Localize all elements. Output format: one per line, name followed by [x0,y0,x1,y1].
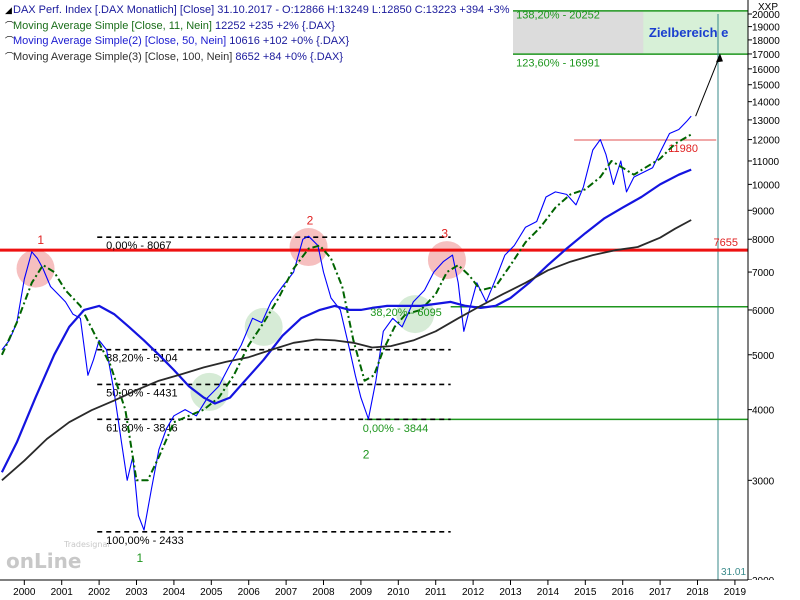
legend-label: Moving Average Simple(3) [Close, 100, Ne… [13,50,233,63]
y-tick-label: 17000 [752,50,780,61]
legend-item-price[interactable]: ◢DAX Perf. Index [.DAX Monatlich] [Close… [5,3,510,19]
x-tick-label: 2003 [125,587,148,598]
x-tick-label: 2002 [88,587,111,598]
x-tick-label: 2007 [275,587,298,598]
annotation-label: Zielbereich e [649,25,728,40]
x-tick-label: 2006 [238,587,261,598]
x-tick-label: 2014 [537,587,560,598]
target-zone-layer [511,10,748,580]
legend-label: Moving Average Simple(2) [Close, 50, Nei… [13,35,227,47]
x-tick-label: 2009 [350,587,373,598]
y-axis-unit: XXP [758,2,778,13]
logo-small-text: Tradesignal [64,540,110,549]
horizontal-levels: 7655 11980 [0,139,748,421]
legend-item-ma50[interactable]: ⌒Moving Average Simple(2) [Close, 50, Ne… [5,34,510,50]
y-tick-label: 10000 [752,180,780,191]
y-tick-label: 16000 [752,65,780,76]
target-arrow-head-icon [715,53,723,63]
x-tick-label: 2013 [499,587,522,598]
y-tick-label: 12000 [752,136,780,147]
x-tick-label: 2001 [51,587,74,598]
annotation-label: 138,20% - 20252 [516,9,600,21]
legend-values: 12252 +235 +2% {.DAX} [214,19,335,32]
series-line-ma50 [0,168,692,473]
y-tick-label: 3000 [752,476,775,487]
legend-symbol-icon: ⌒ [5,51,15,62]
x-tick-label: 2012 [462,587,485,598]
annotation-label: 2 [363,447,370,461]
legend-symbol-icon: ⌒ [5,36,15,46]
legend-symbol-icon: ◢ [5,5,12,15]
legend-symbol-icon: ⌒ [5,20,15,31]
level-label: 7655 [714,237,738,249]
x-axis-panel [0,580,800,600]
target-zone-highlight [643,10,748,55]
x-tick-label: 2011 [425,587,447,598]
y-tick-label: 18000 [752,36,780,47]
y-tick-label: 5000 [752,351,775,362]
legend-values: 31.10.2017 - O:12866 H:13249 L:12850 C:1… [217,4,510,16]
fib-label: 0,00% - 8067 [106,240,171,252]
highlight-circle [16,249,55,288]
series-line-price [1,115,692,531]
legend-label: Moving Average Simple [Close, 11, Nein] [13,19,212,32]
x-tick-label: 2010 [387,587,410,598]
annotation-label: 2 [307,213,314,227]
legend-label: DAX Perf. Index [.DAX Monatlich] [Close] [13,4,215,16]
annotation-label: 1 [137,551,144,565]
y-tick-label: 4000 [752,406,775,417]
x-tick-label: 2015 [574,587,597,598]
legend-values: 10616 +102 +0% {.DAX} [229,35,350,47]
y-tick-label: 7000 [752,268,775,279]
fib-label: 100,00% - 2433 [106,535,184,547]
y-tick-label: 8000 [752,235,775,246]
date-marker-label: 31.01 [721,567,746,578]
x-tick-label: 2005 [200,587,223,598]
target-arrow-line [695,55,721,117]
y-tick-label: 15000 [752,81,780,92]
annotation-label: 1 [37,233,44,247]
x-tick-label: 2018 [686,587,709,598]
x-tick-label: 2008 [312,587,335,598]
legend-values: 8652 +84 +0% {.DAX} [235,50,344,63]
legend-item-ma100[interactable]: ⌒Moving Average Simple(3) [Close, 100, N… [5,50,510,66]
y-tick-label: 11000 [752,157,780,168]
logo-main-text: onLine [6,549,82,573]
series-lines [0,115,692,531]
level-label: 11980 [668,143,698,155]
y-tick-label: 9000 [752,206,775,217]
x-tick-label: 2017 [649,587,672,598]
legend-item-ma11[interactable]: ⌒Moving Average Simple [Close, 11, Nein]… [5,19,510,35]
highlight-circle [244,307,283,346]
series-line-ma100 [1,219,692,481]
annotations: 0,00% - 3844 38,20% - 6095 138,20% - 20252… [37,9,728,565]
annotation-label: 3 [441,227,448,241]
annotation-label: 123,60% - 16991 [516,58,600,70]
series-line-ma11 [0,133,692,482]
fib-label: 50,00% - 4431 [106,387,178,399]
y-tick-label: 14000 [752,98,780,109]
annotation-label: 38,20% - 6095 [370,307,442,319]
x-tick-label: 2019 [724,587,747,598]
x-tick-label: 2016 [612,587,635,598]
x-tick-label: 2004 [163,587,186,598]
annotation-label: 0,00% - 3844 [363,423,428,435]
y-tick-label: 20000 [752,10,780,21]
y-tick-label: 19000 [752,23,780,34]
y-axis-panel [748,0,800,600]
tradesignal-online-logo: Tradesignal onLine [6,540,110,576]
fib-label: 61,80% - 3846 [106,422,178,434]
legend: ◢DAX Perf. Index [.DAX Monatlich] [Close… [2,2,513,66]
y-tick-label: 6000 [752,306,775,317]
y-tick-label: 13000 [752,116,780,127]
x-tick-label: 2000 [13,587,36,598]
